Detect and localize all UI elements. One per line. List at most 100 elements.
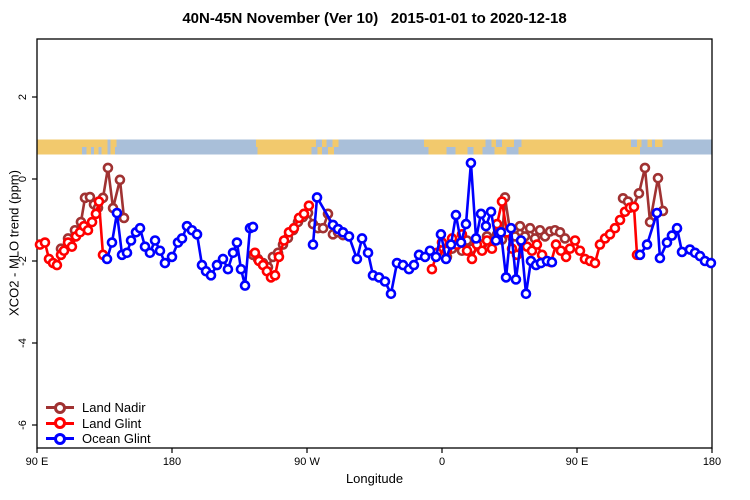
ocean-glint-point (475, 208, 487, 220)
land-glint-point (269, 270, 281, 281)
x-axis-label: Longitude (345, 471, 404, 486)
map-band-land (94, 147, 99, 155)
land-nadir-point (633, 188, 645, 199)
ocean-glint-point (430, 251, 442, 263)
map-band-land (86, 147, 91, 155)
land-nadir-point (114, 174, 126, 186)
land-glint-point (51, 259, 63, 271)
map-band-ocean (37, 147, 712, 155)
y-tick-label: 2 (17, 94, 29, 100)
ocean-glint-point (154, 245, 166, 257)
ocean-glint-point (205, 270, 217, 281)
ocean-glint-point (661, 237, 673, 248)
y-tick-label: 0 (17, 176, 29, 182)
land-glint-point (560, 251, 572, 263)
x-tick-label: 180 (703, 456, 721, 468)
legend-entry-land-nadir: Land Nadir (46, 400, 151, 416)
land-glint-point (298, 208, 310, 220)
ocean-glint-point (465, 157, 477, 169)
land-glint-point (476, 245, 488, 257)
ocean-glint-point (505, 222, 517, 234)
map-band-water-patch (311, 147, 318, 155)
land-glint-point (90, 208, 102, 220)
map-band-land (110, 147, 115, 155)
land-nadir-point (639, 162, 651, 174)
ocean-glint-point (191, 229, 203, 240)
ocean-glint-point (343, 231, 355, 242)
land-nadir-point (118, 212, 130, 224)
ocean-glint-point (408, 259, 420, 271)
ocean-glint-point (495, 227, 507, 238)
ocean-glint-point (435, 229, 447, 240)
legend-label: Ocean Glint (82, 431, 151, 446)
ocean-glint-point (235, 263, 247, 275)
ocean-glint-point (440, 253, 452, 265)
map-band-water-patch (641, 139, 648, 147)
ocean-glint-point (705, 257, 717, 269)
land-glint-point (628, 201, 640, 213)
legend-entry-land-glint: Land Glint (46, 416, 151, 432)
x-tick-label: 90 E (566, 456, 589, 468)
ocean-glint-point (144, 247, 156, 259)
ocean-glint-point (166, 251, 178, 263)
ocean-glint-marker-icon (46, 432, 74, 445)
map-band-land (424, 139, 652, 147)
map-band-land (110, 139, 117, 147)
land-nadir-point (652, 172, 664, 184)
map-band-land (256, 139, 339, 147)
ocean-glint-point (450, 209, 462, 221)
map-band-land (494, 147, 507, 155)
ocean-glint-point (500, 272, 512, 283)
ocean-glint-point (222, 263, 234, 275)
ocean-glint-point (311, 192, 323, 203)
x-tick-label: 90 W (294, 456, 320, 468)
y-tick-label: -2 (17, 256, 29, 266)
ocean-glint-point (106, 237, 118, 248)
land-glint-point (278, 235, 290, 246)
ocean-glint-point (247, 221, 259, 233)
land-glint-point (58, 245, 70, 257)
map-band-land (428, 147, 447, 155)
ocean-glint-point (356, 233, 368, 244)
ocean-glint-point (460, 218, 472, 230)
land-nadir-point (514, 220, 526, 232)
x-tick-label: 180 (163, 456, 181, 468)
map-band-land (518, 147, 640, 155)
map-band-land (101, 147, 108, 155)
ocean-glint-point (307, 239, 319, 250)
ocean-glint-point (641, 239, 653, 250)
ocean-glint-point (101, 253, 113, 265)
land-glint-point (66, 241, 78, 252)
ocean-glint-point (651, 207, 663, 219)
map-band-ocean (37, 139, 712, 147)
land-glint-point (609, 222, 621, 234)
ocean-glint-point (424, 245, 436, 257)
map-band-land (257, 147, 334, 155)
map-band-land (37, 147, 82, 155)
map-band-water-patch (322, 147, 328, 155)
land-nadir-point (317, 222, 329, 234)
ocean-glint-point (227, 247, 239, 259)
land-glint-point (564, 243, 576, 254)
map-band-land (37, 139, 108, 147)
land-glint-point (249, 247, 261, 259)
ocean-glint-point (351, 253, 363, 265)
land-glint-point (569, 235, 581, 246)
ocean-glint-point (231, 237, 243, 248)
ocean-glint-point (239, 280, 251, 291)
legend-label: Land Nadir (82, 400, 146, 415)
land-nadir-point (559, 233, 571, 244)
land-glint-point (303, 200, 315, 211)
land-glint-point (481, 235, 493, 246)
land-glint-point (273, 251, 285, 263)
ocean-glint-point (159, 257, 171, 269)
land-glint-point (82, 224, 94, 236)
legend-label: Land Glint (82, 415, 142, 431)
ocean-glint-point (455, 237, 467, 248)
ocean-glint-point (520, 288, 532, 300)
legend: Land Nadir Land Glint Ocean Glint (46, 400, 151, 447)
ocean-glint-point (134, 222, 146, 234)
land-glint-point (461, 245, 473, 257)
land-glint-point (531, 239, 543, 250)
